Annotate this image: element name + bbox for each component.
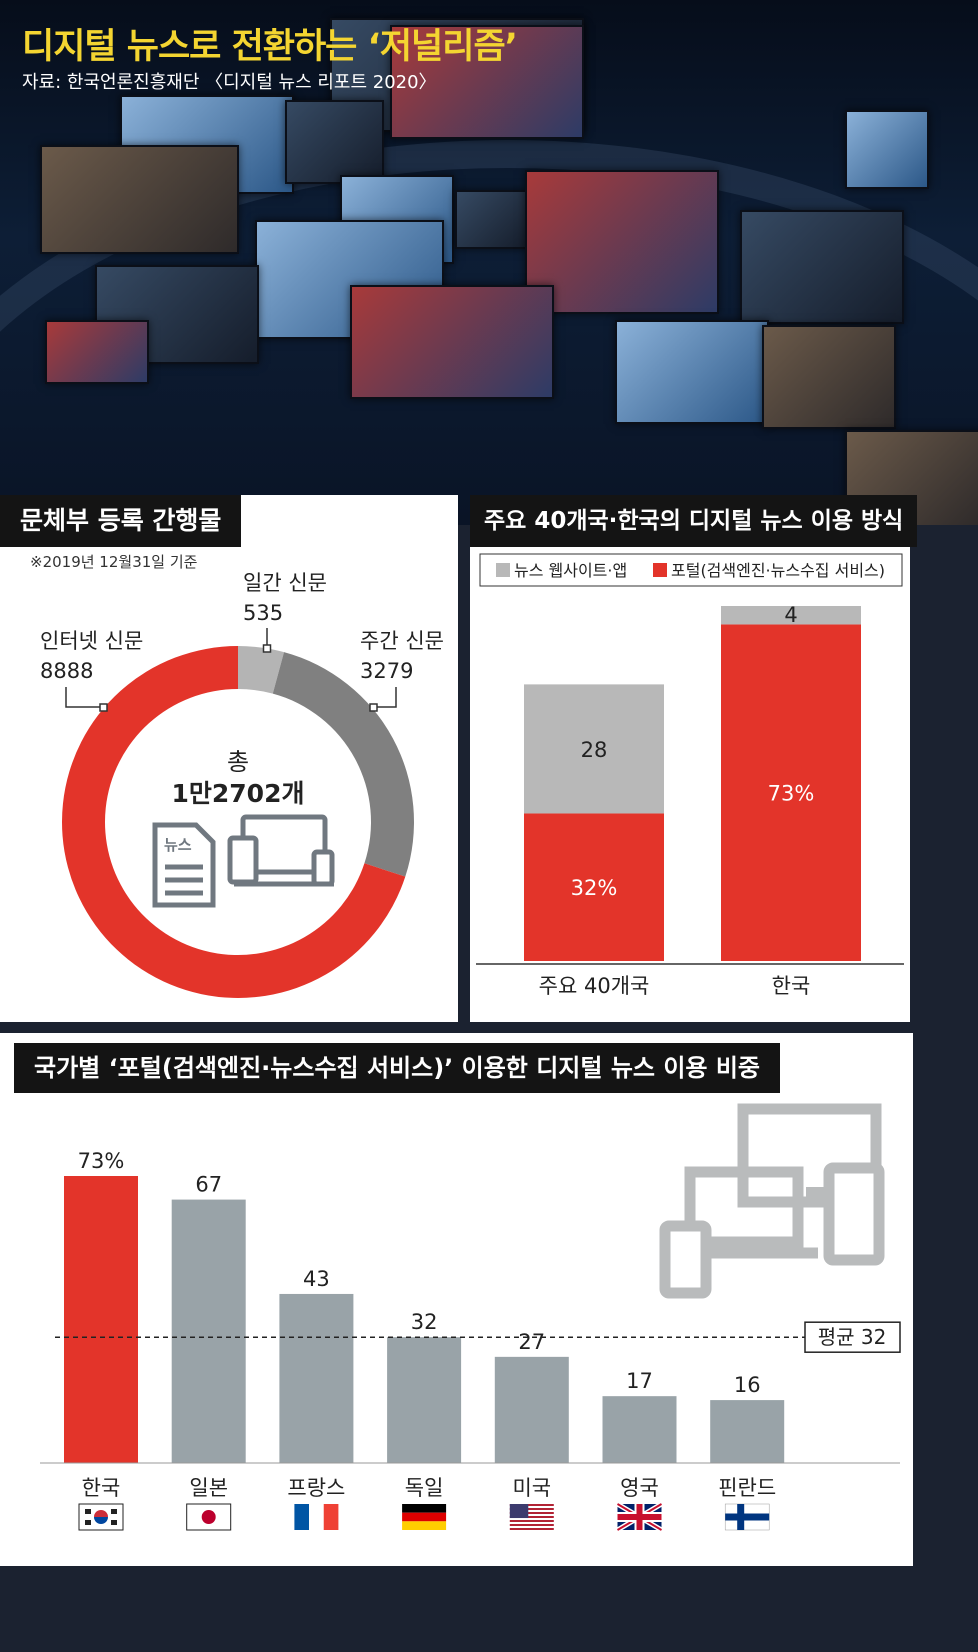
value-label: 73% [78, 1149, 125, 1173]
value-label: 17 [626, 1369, 653, 1393]
value-label-web: 4 [784, 603, 797, 627]
value-label: 16 [734, 1373, 761, 1397]
news-screen-image [845, 110, 929, 189]
value-internet: 8888 [40, 659, 93, 683]
header-photo-collage: 디지털 뉴스로 전환하는 ‘저널리즘’ 자료: 한국언론진흥재단 〈디지털 뉴스… [0, 0, 978, 525]
value-label-portal: 73% [768, 782, 815, 806]
news-screen-image [762, 325, 896, 429]
flag-uk-icon [616, 1501, 663, 1533]
donut-arcs [62, 646, 414, 998]
bar-portal [524, 813, 664, 961]
news-screen-image [45, 320, 149, 384]
news-screen-image [525, 170, 719, 314]
stacked-bars: 32% 28 주요 40개국 73% 4 한국 [524, 603, 861, 998]
bar [494, 1356, 569, 1463]
category-label: 독일 [405, 1476, 444, 1500]
panel-title: 국가별 ‘포털(검색엔진·뉴스수집 서비스)’ 이용한 디지털 뉴스 이용 비중 [14, 1043, 781, 1093]
value-weekly: 3279 [360, 659, 413, 683]
bar [387, 1337, 462, 1463]
category-label: 한국 [82, 1476, 121, 1500]
average-label: 평균 32 [818, 1325, 887, 1349]
label-internet: 인터넷 신문 [40, 629, 143, 653]
news-screen-image [390, 25, 584, 139]
category-label: 주요 40개국 [539, 974, 650, 998]
news-screen-image [740, 210, 904, 324]
source-note: 자료: 한국언론진흥재단 〈디지털 뉴스 리포트 2020〉 [22, 72, 437, 93]
country-bars: 73% 한국 67 일본 43 프랑스 32 독일 27 미국 17 영국 16 핀란드 [64, 1149, 785, 1500]
category-label: 한국 [772, 974, 811, 998]
registered-publications-panel: 문체부 등록 간행물 ※2019년 12월31일 기준 인터넷 신문 8888 … [0, 495, 458, 1022]
flag-korea-icon [78, 1503, 124, 1531]
legend-swatch-web [496, 563, 510, 577]
value-label: 27 [518, 1330, 545, 1354]
news-devices-icon [152, 814, 335, 908]
flag-japan-icon [186, 1503, 232, 1531]
value-label: 67 [195, 1173, 222, 1197]
page-title: 디지털 뉴스로 전환하는 ‘저널리즘’ [22, 27, 518, 67]
leader-line [65, 687, 103, 708]
flag-usa-icon [509, 1504, 554, 1530]
date-note: ※2019년 12월31일 기준 [30, 553, 198, 571]
value-label-portal: 32% [571, 876, 618, 900]
icon-news-text: 뉴스 [164, 836, 192, 854]
category-label: 미국 [512, 1476, 551, 1500]
panel-title: 주요 40개국·한국의 디지털 뉴스 이용 방식 [470, 495, 918, 547]
leader-line [376, 687, 397, 708]
bar [602, 1396, 677, 1463]
stacked-bar-chart: 뉴스 웹사이트·앱 포털(검색엔진·뉴스수집 서비스) 32% 28 주요 40개국… [476, 553, 904, 998]
bar-web [524, 684, 664, 814]
legend-box [479, 553, 903, 587]
news-screen-image [615, 320, 769, 424]
leader-marker [369, 703, 378, 712]
category-label: 핀란드 [718, 1476, 776, 1500]
value-label: 43 [303, 1267, 330, 1291]
value-label-web: 28 [581, 738, 608, 762]
leader-marker [262, 644, 272, 653]
center-total-label: 총 [227, 748, 249, 776]
value-daily: 535 [243, 601, 283, 625]
slice-weekly [272, 652, 414, 877]
news-screen-image [350, 285, 554, 399]
leader-marker [99, 703, 108, 712]
bar [279, 1293, 354, 1463]
bar-web [721, 606, 861, 625]
country-flags [78, 1501, 770, 1533]
slice-daily [238, 646, 285, 694]
bar [171, 1199, 246, 1463]
country-bar-chart: 73% 한국 67 일본 43 프랑스 32 독일 27 미국 17 영국 16 핀란드 평균 32 [40, 1103, 901, 1533]
news-screen-image [455, 190, 529, 249]
category-label: 프랑스 [287, 1476, 345, 1500]
country-portal-share-panel: 국가별 ‘포털(검색엔진·뉴스수집 서비스)’ 이용한 디지털 뉴스 이용 비중… [0, 1033, 913, 1566]
bar [710, 1400, 785, 1463]
bar [64, 1176, 138, 1463]
flag-germany-icon [402, 1504, 447, 1530]
bar-portal [721, 624, 861, 961]
legend-swatch-portal [653, 563, 667, 577]
news-screen-image [40, 145, 239, 254]
devices-icon [659, 1103, 885, 1299]
donut-chart: ※2019년 12월31일 기준 인터넷 신문 8888 일간 신문 535 주… [30, 553, 444, 998]
news-screen-image [285, 100, 384, 184]
category-label: 일본 [189, 1476, 228, 1500]
panel-title: 문체부 등록 간행물 [0, 495, 242, 547]
news-usage-method-panel: 주요 40개국·한국의 디지털 뉴스 이용 방식 뉴스 웹사이트·앱 포털(검색… [470, 495, 918, 1022]
value-label: 32 [411, 1310, 438, 1334]
label-daily: 일간 신문 [243, 571, 327, 595]
flag-france-icon [294, 1504, 339, 1530]
center-total-value: 1만2702개 [172, 779, 305, 808]
legend-label-portal: 포털(검색엔진·뉴스수집 서비스) [671, 561, 885, 580]
legend-label-web: 뉴스 웹사이트·앱 [514, 561, 627, 580]
label-weekly: 주간 신문 [360, 629, 444, 653]
average-label-box [804, 1321, 901, 1353]
category-label: 영국 [620, 1476, 659, 1500]
flag-finland-icon [724, 1503, 770, 1531]
